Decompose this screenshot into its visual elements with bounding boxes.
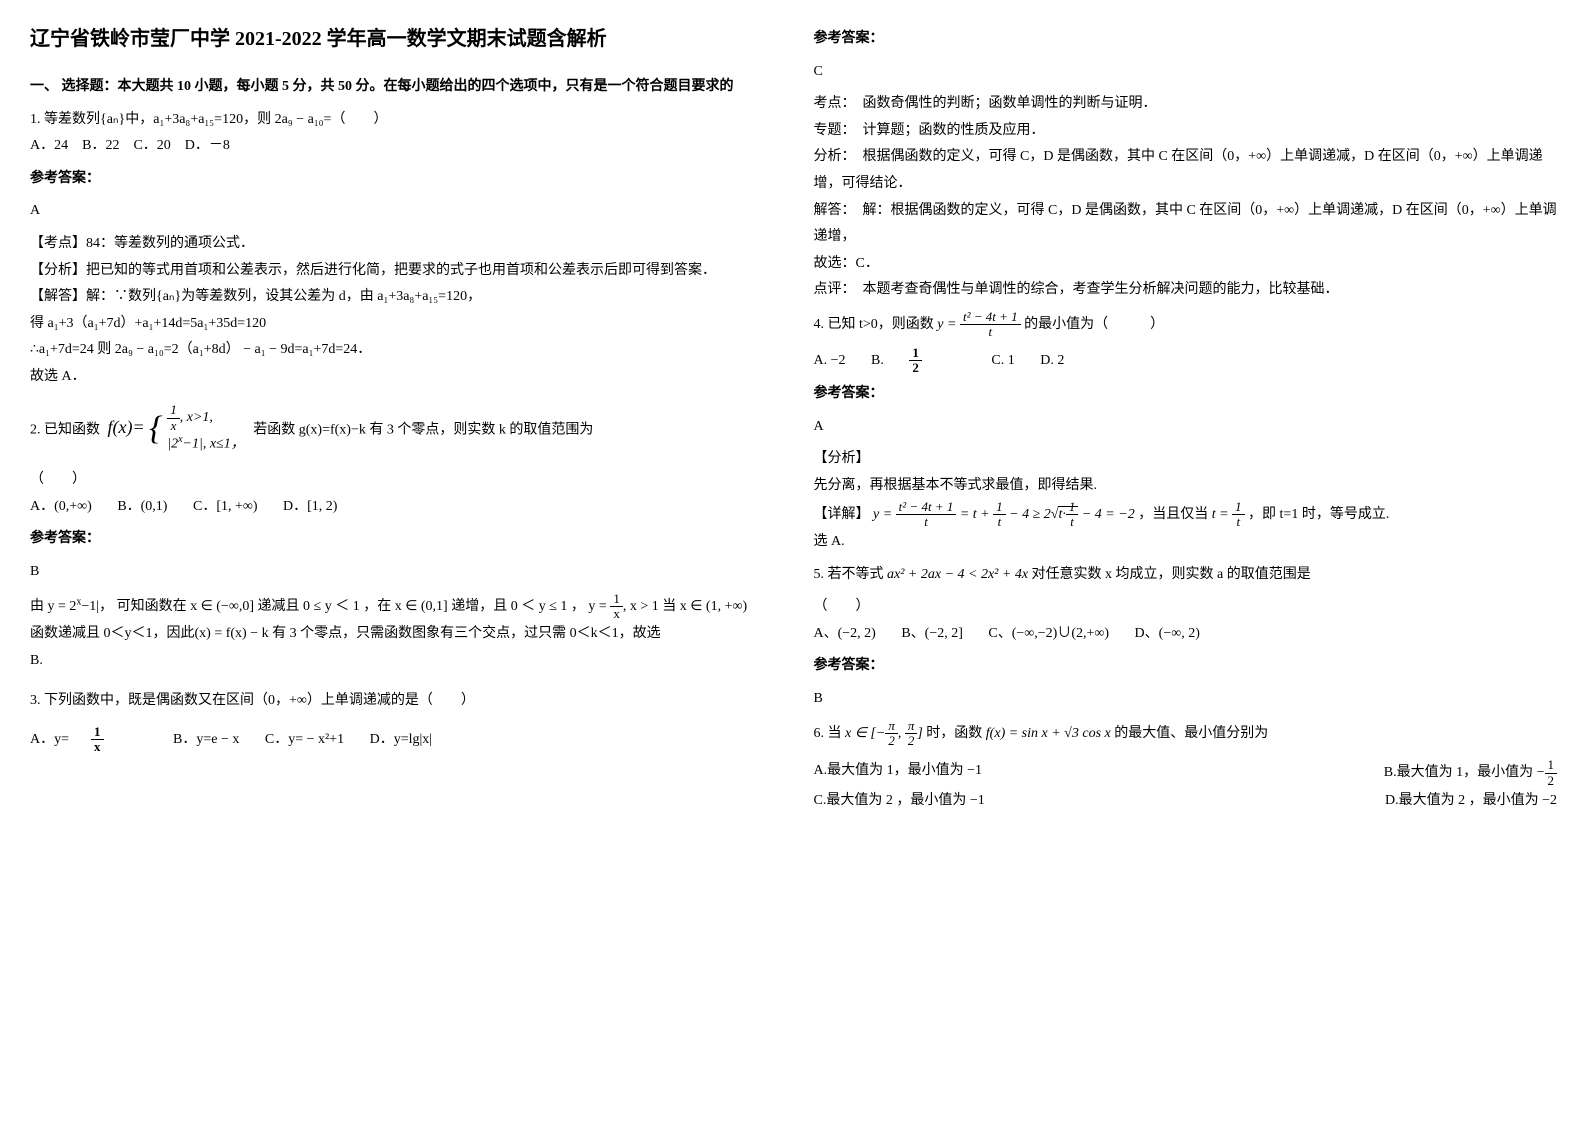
q4-stem-pre: 4. 已知 t>0，则函数 (814, 317, 934, 332)
q4-stem-post: 的最小值为（ ） (1024, 317, 1164, 332)
q4-opt-b: B. 12 (871, 353, 969, 368)
q2-exp1: 由 y = 2x−1|， 可知函数在 x ∈ (−∞,0] 递减且 0 ≤ y … (30, 592, 774, 622)
q2-opt-d: D．[1, 2) (283, 499, 337, 514)
q2-opt-c: C．[1, +∞) (193, 499, 258, 514)
q2-stem-post: 若函数 g(x)=f(x)−k 有 3 个零点，则实数 k 的取值范围为 (253, 422, 593, 437)
q2-piecewise: f(x)= { 1x, x>1, |2x−1|, x≤1， (108, 417, 250, 437)
q5-opt-c: C、(−∞,−2)∪(2,+∞) (988, 626, 1109, 641)
q6-opt-a: A.最大值为 1，最小值为 −1 (814, 758, 983, 788)
q2-exp1-m1: 可知函数在 (117, 599, 187, 614)
q2-exp1-pre: 由 (30, 599, 44, 614)
q2-exp2: 函数递减且 0＜y＜1，因此(x) = f(x) − k 有 3 个零点，只需函… (30, 621, 774, 648)
q2-options: A．(0,+∞) B．(0,1) C．[1, +∞) D．[1, 2) (30, 494, 774, 521)
q4-options: A. −2 B. 12 C. 1 D. 2 (814, 346, 1558, 376)
q1-ref: 参考答案： (30, 166, 774, 193)
q3-p6: 点评： 本题考查奇偶性与单调性的综合，考查学生分析解决问题的能力，比较基础． (814, 277, 1558, 304)
q6-func: f(x) = sin x + √3 cos x (986, 726, 1111, 741)
q4-formula: y = t² − 4t + 1t (937, 317, 1024, 332)
q5-opt-b: B、(−2, 2] (901, 626, 963, 641)
q6-stem-post: 的最大值、最小值分别为 (1114, 726, 1268, 741)
q4-opt-b-label: B. (871, 353, 884, 368)
q2-exp1-m2: 递减且 (258, 599, 300, 614)
q1-options: A．24 B．22 C．20 D．－8 (30, 133, 774, 160)
q6-opt-c: C.最大值为 2 ，最小值为 −1 (814, 788, 985, 815)
q3-p4: 解答： 解：根据偶函数的定义，可得 C，D 是偶函数，其中 C 在区间（0，+∞… (814, 198, 1558, 251)
q3-opt-a-pre: A．y= (30, 732, 69, 747)
q1-p3: 【解答】解：∵数列{aₙ}为等差数列，设其公差为 d，由 a₁+3a₈+a₁₅=… (30, 284, 774, 311)
q4-p3-pre: 【详解】 (814, 507, 870, 522)
q4-p3-end: ，即 t=1 时，等号成立. (1248, 507, 1389, 522)
left-column: 辽宁省铁岭市莹厂中学 2021-2022 学年高一数学文期末试题含解析 一、 选… (30, 20, 774, 814)
q6-stem-pre: 6. 当 (814, 726, 842, 741)
q3-opt-c: C．y= − x²+1 (265, 732, 344, 747)
q3-stem: 3. 下列函数中，既是偶函数又在区间（0，+∞）上单调递减的是（ ） (30, 688, 774, 715)
q4-p1: 【分析】 (814, 446, 1558, 473)
q6-opt-b-pre: B.最大值为 1，最小值为 (1384, 765, 1533, 780)
q2-exp3: B. (30, 648, 774, 675)
q5-stem-mid: 对任意实数 x 均成立，则实数 a 的取值范围是 (1032, 567, 1311, 582)
q3-p1: 考点： 函数奇偶性的判断；函数单调性的判断与证明． (814, 91, 1558, 118)
q6-stem: 6. 当 x ∈ [−π2, π2] 时，函数 f(x) = sin x + √… (814, 719, 1558, 749)
q3-p3: 分析： 根据偶函数的定义，可得 C，D 是偶函数，其中 C 在区间（0，+∞）上… (814, 144, 1558, 197)
q3-ref: 参考答案： (814, 26, 1558, 53)
q2-exp1-m4: 递增，且 (451, 599, 507, 614)
q4-p4: 选 A. (814, 529, 1558, 556)
q4-p3-post: ，当且仅当 (1138, 507, 1208, 522)
q1-p4: 得 a₁+3（a₁+7d）+a₁+14d=5a₁+35d=120 (30, 311, 774, 338)
q1-p1: 【考点】84：等差数列的通项公式． (30, 231, 774, 258)
q6-interval: x ∈ [−π2, π2] (845, 726, 926, 741)
q3-p5: 故选：C． (814, 251, 1558, 278)
q4-ans: A (814, 414, 1558, 441)
q6-opt-d: D.最大值为 2 ，最小值为 −2 (1385, 788, 1557, 815)
q5-inequality: ax² + 2ax − 4 < 2x² + 4x (887, 567, 1028, 582)
q3-p2: 专题： 计算题；函数的性质及应用． (814, 118, 1558, 145)
q2-opt-a: A．(0,+∞) (30, 499, 92, 514)
q5-stem-pre: 5. 若不等式 (814, 567, 884, 582)
q2-stem: 2. 已知函数 f(x)= { 1x, x>1, |2x−1|, x≤1， 若函… (30, 397, 774, 462)
q6-options-row1: A.最大值为 1，最小值为 −1 B.最大值为 1，最小值为 −12 (814, 758, 1558, 788)
section-1-head: 一、 选择题：本大题共 10 小题，每小题 5 分，共 50 分。在每小题给出的… (30, 74, 774, 101)
q4-ref: 参考答案： (814, 381, 1558, 408)
q1-p2: 【分析】把已知的等式用首项和公差表示，然后进行化简，把要求的式子也用首项和公差表… (30, 258, 774, 285)
q3-opt-b: B．y=e − x (173, 732, 239, 747)
q5-opt-d: D、(−∞, 2) (1135, 626, 1200, 641)
q6-opt-b: B.最大值为 1，最小值为 −12 (1384, 758, 1557, 788)
q2-stem-pre: 2. 已知函数 (30, 422, 100, 437)
q4-opt-d: D. 2 (1040, 353, 1064, 368)
q5-blank: （ ） (814, 594, 1558, 621)
q4-derivation: y = t² − 4t + 1t = t + 1t − 4 ≥ 2√t·1t −… (873, 507, 1138, 522)
q5-stem: 5. 若不等式 ax² + 2ax − 4 < 2x² + 4x 对任意实数 x… (814, 562, 1558, 589)
q4-cond: t = 1t (1212, 507, 1248, 522)
q2-ref: 参考答案： (30, 526, 774, 553)
q5-ans: B (814, 686, 1558, 713)
q3-options: A．y=1x B．y=e − x C．y= − x²+1 D．y=lg|x| (30, 725, 774, 755)
q4-opt-a: A. −2 (814, 353, 846, 368)
q3-opt-a: A．y=1x (30, 732, 151, 747)
q2-blank: （ ） (30, 467, 774, 494)
q4-p3: 【详解】 y = t² − 4t + 1t = t + 1t − 4 ≥ 2√t… (814, 500, 1558, 530)
q5-ref: 参考答案： (814, 653, 1558, 680)
q6-stem-mid: 时，函数 (926, 726, 982, 741)
q1-ans: A (30, 198, 774, 225)
q5-opt-a: A、(−2, 2) (814, 626, 876, 641)
q2-opt-b: B．(0,1) (117, 499, 167, 514)
q1-stem: 1. 等差数列{aₙ}中，a₁+3a₈+a₁₅=120，则 2a₉ − a₁₀=… (30, 107, 774, 134)
right-column: 参考答案： C 考点： 函数奇偶性的判断；函数单调性的判断与证明． 专题： 计算… (814, 20, 1558, 814)
q1-p5: ∴a₁+7d=24 则 2a₉ − a₁₀=2（a₁+8d） − a₁ − 9d… (30, 337, 774, 364)
q4-p2: 先分离，再根据基本不等式求最值，即得结果. (814, 473, 1558, 500)
q3-ans: C (814, 59, 1558, 86)
q2-ans: B (30, 559, 774, 586)
q1-p6: 故选 A． (30, 364, 774, 391)
q4-stem: 4. 已知 t>0，则函数 y = t² − 4t + 1t 的最小值为（ ） (814, 310, 1558, 340)
page-title: 辽宁省铁岭市莹厂中学 2021-2022 学年高一数学文期末试题含解析 (30, 20, 774, 58)
q2-exp1-post: 当 (662, 599, 676, 614)
q5-options: A、(−2, 2) B、(−2, 2] C、(−∞,−2)∪(2,+∞) D、(… (814, 621, 1558, 648)
q2-exp1-m3: ，在 (363, 599, 391, 614)
q4-opt-c: C. 1 (991, 353, 1014, 368)
q2-exp1-m5: ， (571, 599, 585, 614)
q6-options-row2: C.最大值为 2 ，最小值为 −1 D.最大值为 2 ，最小值为 −2 (814, 788, 1558, 815)
q3-opt-d: D．y=lg|x| (370, 732, 433, 747)
